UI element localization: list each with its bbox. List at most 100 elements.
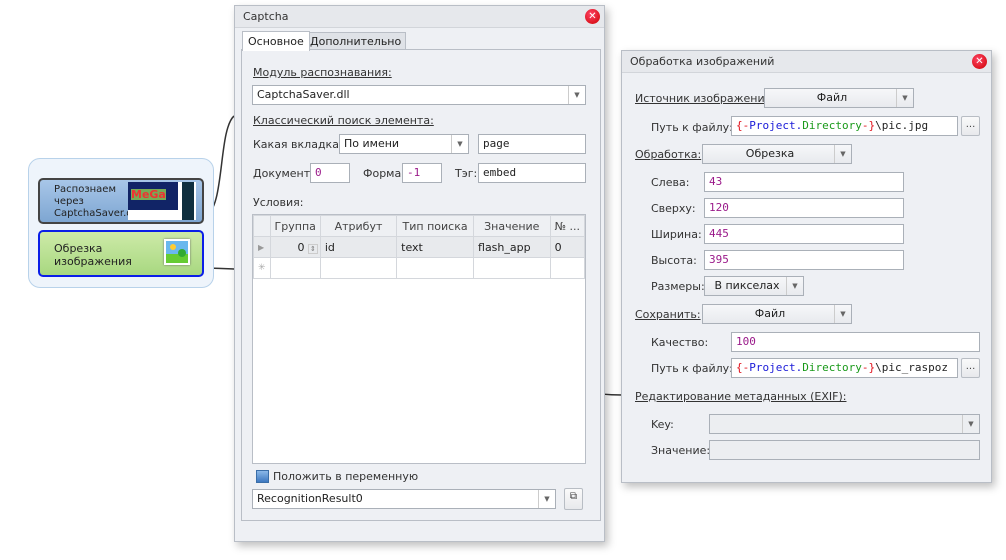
variable-value: RecognitionResult0	[257, 492, 363, 505]
form-label: Форма:	[363, 167, 405, 180]
copy-button[interactable]: ⧉	[564, 488, 583, 510]
chevron-down-icon: ▼	[786, 277, 803, 295]
key-label: Key:	[651, 418, 674, 431]
cell-value[interactable]: flash_app	[473, 236, 551, 258]
exif-label: Редактирование метаданных (EXIF):	[635, 390, 847, 403]
quality-input[interactable]: 100	[731, 332, 980, 352]
processing-select[interactable]: Обрезка ▼	[702, 144, 852, 164]
save-var-checkbox[interactable]	[256, 470, 269, 483]
group-value: 0	[297, 240, 305, 254]
left-input[interactable]: 43	[704, 172, 904, 192]
col-search-type[interactable]: Тип поиска	[396, 215, 475, 237]
cell-attribute[interactable]: id	[319, 236, 398, 258]
size-unit-select[interactable]: В пикселах ▼	[704, 276, 804, 296]
chevron-down-icon: ▼	[834, 305, 851, 323]
save-select[interactable]: Файл ▼	[702, 304, 852, 324]
window-title: Обработка изображений	[622, 51, 991, 73]
chevron-down-icon: ▼	[451, 135, 468, 153]
save-value: Файл	[754, 307, 786, 320]
tab-main[interactable]: Основное	[242, 31, 310, 51]
image-processing-window: Обработка изображений ✕ Источник изображ…	[621, 50, 992, 483]
path-token: \pic.jpg	[875, 119, 929, 132]
processing-value: Обрезка	[745, 147, 795, 160]
captcha-thumbnail: MeGa	[128, 182, 196, 220]
path-token: Directory	[802, 119, 862, 132]
col-attribute[interactable]: Атрибут	[319, 215, 398, 237]
flow-node-captcha[interactable]: Распознаем через CaptchaSaver.dll MeGa	[38, 178, 204, 224]
tab-additional[interactable]: Дополнительно	[305, 32, 407, 50]
module-select[interactable]: CaptchaSaver.dll ▼	[252, 85, 586, 105]
height-label: Высота:	[651, 254, 697, 267]
source-select[interactable]: Файл ▼	[764, 88, 914, 108]
module-value: CaptchaSaver.dll	[257, 88, 350, 101]
grid-header: Группа Атрибут Тип поиска Значение № ...	[253, 215, 586, 237]
browse-button[interactable]: ...	[961, 116, 980, 136]
quality-label: Качество:	[651, 336, 709, 349]
top-input[interactable]: 120	[704, 198, 904, 218]
tag-input[interactable]: embed	[478, 163, 586, 183]
value-label: Значение:	[651, 444, 711, 457]
document-label: Документ:	[253, 167, 314, 180]
classic-search-label: Классический поиск элемента:	[253, 114, 434, 127]
cell-search-type[interactable]: text	[396, 236, 475, 258]
value-input[interactable]	[709, 440, 980, 460]
size-unit-value: В пикселах	[714, 279, 780, 292]
conditions-label: Условия:	[253, 196, 304, 209]
table-row[interactable]: ▶ 0 ⇕ id text flash_app 0	[253, 236, 586, 258]
height-input[interactable]: 395	[704, 250, 904, 270]
stepper-arrows-icon[interactable]: ⇕	[308, 243, 318, 254]
chevron-down-icon: ▼	[896, 89, 913, 107]
save-var-label[interactable]: Положить в переменную	[273, 470, 419, 483]
chevron-down-icon: ▼	[568, 86, 585, 104]
tab-value-input[interactable]: page	[478, 134, 586, 154]
path-token: {-	[736, 119, 750, 132]
path-token: {-	[736, 361, 750, 374]
copy-icon: ⧉	[569, 491, 578, 502]
variable-select[interactable]: RecognitionResult0 ▼	[252, 489, 556, 509]
conditions-grid[interactable]: Группа Атрибут Тип поиска Значение № ...…	[252, 214, 586, 464]
path-token: \pic_raspoz	[875, 361, 948, 374]
width-input[interactable]: 445	[704, 224, 904, 244]
image-icon	[164, 239, 190, 265]
document-input[interactable]: 0	[310, 163, 350, 183]
browse-button[interactable]: ...	[961, 358, 980, 378]
tab-mode-select[interactable]: По имени ▼	[339, 134, 469, 154]
save-label: Сохранить:	[635, 308, 701, 321]
width-label: Ширина:	[651, 228, 702, 241]
module-label: Модуль распознавания:	[253, 66, 392, 79]
path-token: -}	[861, 119, 876, 132]
path-token: Project.	[749, 119, 803, 132]
group-stepper[interactable]: 0 ⇕	[269, 236, 321, 258]
tab-label: Какая вкладка:	[253, 138, 343, 151]
path-token: Directory	[802, 361, 862, 374]
chevron-down-icon: ▼	[834, 145, 851, 163]
form-input[interactable]: -1	[402, 163, 442, 183]
key-select[interactable]: ▼	[709, 414, 980, 434]
path-token: -}	[861, 361, 876, 374]
chevron-down-icon: ▼	[538, 490, 555, 508]
left-label: Слева:	[651, 176, 690, 189]
path-token: Project.	[749, 361, 803, 374]
top-label: Сверху:	[651, 202, 696, 215]
new-row[interactable]: ✳	[253, 257, 586, 279]
col-number[interactable]: № ...	[549, 215, 586, 237]
source-path-input[interactable]: {-Project.Directory-}\pic.jpg	[731, 116, 958, 136]
chevron-down-icon: ▼	[962, 415, 979, 433]
window-title: Captcha	[235, 6, 604, 28]
cell-number[interactable]: 0	[549, 236, 586, 258]
save-path-label: Путь к файлу:	[651, 362, 733, 375]
save-path-input[interactable]: {-Project.Directory-}\pic_raspoz	[731, 358, 958, 378]
processing-label: Обработка:	[635, 148, 702, 161]
tab-mode-value: По имени	[344, 137, 400, 150]
size-label: Размеры:	[651, 280, 705, 293]
row-indicator-icon: ▶	[253, 236, 271, 258]
close-icon[interactable]: ✕	[585, 9, 600, 24]
close-icon[interactable]: ✕	[972, 54, 987, 69]
col-value[interactable]: Значение	[473, 215, 551, 237]
tag-label: Тэг:	[455, 167, 478, 180]
new-row-icon: ✳	[253, 257, 271, 279]
source-value: Файл	[816, 91, 848, 104]
flow-node-crop[interactable]: Обрезка изображения	[38, 230, 204, 277]
source-label: Источник изображения:	[635, 92, 775, 105]
col-group[interactable]: Группа	[269, 215, 321, 237]
